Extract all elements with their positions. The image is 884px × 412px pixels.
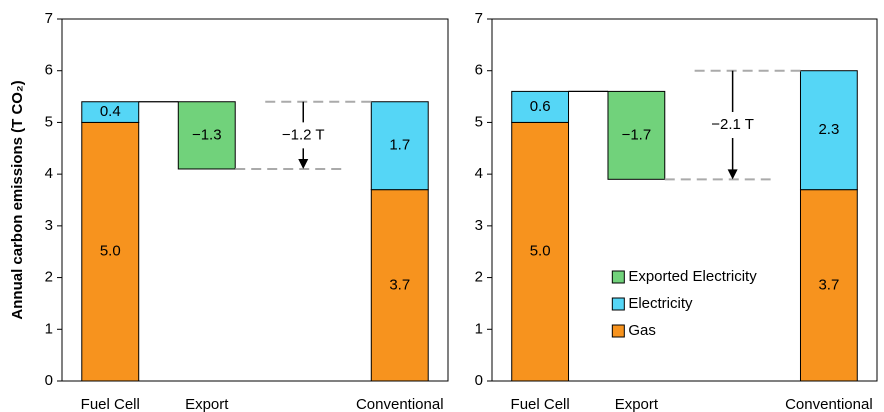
y-tick-label: 1 [475, 320, 483, 337]
bar-segment [81, 121, 140, 382]
plot-frame [61, 18, 449, 382]
value-label: −1.3 [192, 126, 222, 143]
value-label: −1.7 [622, 126, 652, 143]
value-label: 5.0 [100, 243, 121, 260]
x-tick-label: Export [615, 396, 659, 412]
y-tick-label: 3 [475, 217, 483, 234]
bar-segment [81, 101, 140, 123]
bar-segment [370, 101, 429, 191]
value-label: 1.7 [389, 137, 410, 154]
arrow-head [298, 158, 309, 169]
value-label: 0.6 [530, 98, 551, 115]
bar-segment [370, 189, 429, 382]
x-tick-label: Conventional [785, 396, 873, 412]
legend-swatch [611, 270, 625, 284]
bar-segment [799, 70, 858, 191]
legend-label: Gas [628, 322, 656, 339]
x-tick-label: Fuel Cell [81, 396, 140, 412]
value-label: 5.0 [530, 243, 551, 260]
y-tick-label: 2 [45, 269, 53, 286]
y-tick-label: 4 [45, 165, 53, 182]
annotation: −1.2 T [282, 126, 325, 143]
bar-segment [177, 101, 236, 170]
y-tick-label: 6 [45, 62, 53, 79]
y-tick-label: 7 [475, 10, 483, 27]
legend-label: Exported Electricity [628, 268, 757, 285]
y-axis-label: Annual carbon emissions (T CO₂) [9, 80, 26, 319]
bar-segment [799, 189, 858, 382]
value-label: 2.3 [818, 121, 839, 138]
x-tick-label: Conventional [356, 396, 444, 412]
y-tick-label: 7 [45, 10, 53, 27]
arrow-head [727, 169, 738, 180]
bar-segment [511, 121, 570, 382]
annotation: −2.1 T [711, 116, 754, 133]
y-tick-label: 5 [45, 113, 53, 130]
x-tick-label: Export [185, 396, 229, 412]
y-tick-label: 5 [475, 113, 483, 130]
legend-swatch [611, 297, 625, 311]
y-tick-label: 0 [45, 372, 53, 389]
y-tick-label: 3 [45, 217, 53, 234]
plot-frame [491, 18, 878, 382]
y-tick-label: 0 [475, 372, 483, 389]
y-tick-label: 6 [475, 62, 483, 79]
x-tick-label: Fuel Cell [511, 396, 570, 412]
y-tick-label: 4 [475, 165, 483, 182]
value-label: 0.4 [100, 103, 121, 120]
y-tick-label: 1 [45, 320, 53, 337]
legend-swatch [611, 324, 625, 338]
value-label: 3.7 [818, 276, 839, 293]
legend-label: Electricity [628, 295, 693, 312]
bar-segment [511, 90, 570, 123]
bar-segment [607, 90, 666, 180]
value-label: 3.7 [389, 276, 410, 293]
y-tick-label: 2 [475, 269, 483, 286]
